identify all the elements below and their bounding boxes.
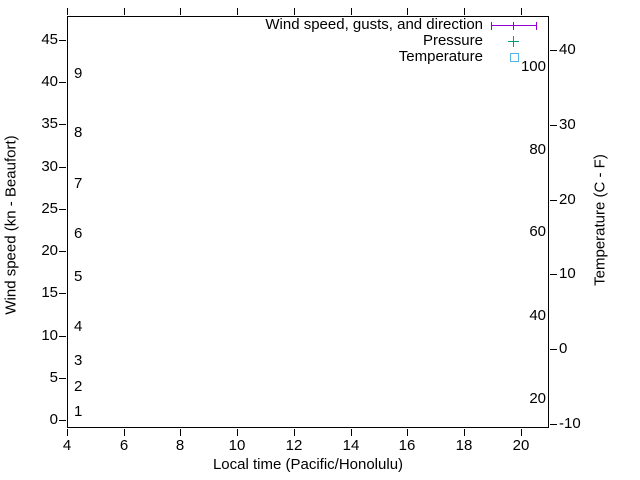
x2-tick-mark xyxy=(294,8,295,15)
fahrenheit-scale-label: 80 xyxy=(529,141,546,158)
x-tick-label: 18 xyxy=(455,437,473,454)
y2-tick-mark xyxy=(550,50,557,51)
y2-tick-mark xyxy=(550,349,557,350)
y-tick-label: 30 xyxy=(41,158,58,175)
x-tick-label: 14 xyxy=(342,437,360,454)
legend-item-temperature: Temperature xyxy=(399,49,537,65)
y2-tick-mark xyxy=(550,424,557,425)
y-tick-label: 40 xyxy=(41,73,58,90)
beaufort-scale-label: 5 xyxy=(74,268,83,285)
y-tick-label: 35 xyxy=(41,115,58,132)
y-tick-mark xyxy=(59,124,66,125)
fahrenheit-scale-label: 20 xyxy=(529,390,546,407)
beaufort-scale-label: 8 xyxy=(74,124,83,141)
y-tick-mark xyxy=(59,82,66,83)
beaufort-scale-label: 1 xyxy=(74,403,83,420)
x2-tick-mark xyxy=(237,8,238,15)
x2-tick-mark xyxy=(351,8,352,15)
y-tick-mark xyxy=(59,378,66,379)
y-tick-label: 20 xyxy=(41,242,58,259)
x2-tick-mark xyxy=(180,8,181,15)
y2-tick-mark xyxy=(550,274,557,275)
x-tick-mark xyxy=(237,429,238,436)
x2-tick-mark xyxy=(464,8,465,15)
y-tick-mark xyxy=(59,336,66,337)
x-tick-mark xyxy=(124,429,125,436)
y2-tick-label: 40 xyxy=(559,41,576,58)
x-tick-mark xyxy=(521,429,522,436)
x2-tick-mark xyxy=(521,8,522,15)
beaufort-scale-label: 4 xyxy=(74,318,83,335)
x-tick-label: 4 xyxy=(62,437,72,454)
y-tick-label: 15 xyxy=(41,284,58,301)
legend-label-pressure: Pressure xyxy=(422,32,483,49)
plot-area xyxy=(67,16,549,428)
y-tick-label: 45 xyxy=(41,31,58,48)
y-tick-mark xyxy=(59,293,66,294)
x-tick-mark xyxy=(464,429,465,436)
legend-item-pressure: Pressure xyxy=(423,33,537,49)
legend-label-wind: Wind speed, gusts, and direction xyxy=(265,16,483,33)
y-axis-label-right: Temperature (C - F) xyxy=(591,154,609,286)
y-tick-mark xyxy=(59,420,66,421)
pressure-plus-marker-icon xyxy=(491,35,537,47)
legend-item-wind: Wind speed, gusts, and direction xyxy=(265,17,537,33)
y-tick-label: 5 xyxy=(49,369,58,386)
fahrenheit-scale-label: 40 xyxy=(529,307,546,324)
y-axis-label-left: Wind speed (kn - Beaufort) xyxy=(2,135,20,315)
x2-tick-mark xyxy=(67,8,68,15)
x2-tick-mark xyxy=(124,8,125,15)
y-tick-label: 0 xyxy=(49,411,58,428)
y2-tick-mark xyxy=(550,125,557,126)
y-tick-mark xyxy=(59,209,66,210)
fahrenheit-scale-label: 60 xyxy=(529,223,546,240)
x-tick-mark xyxy=(294,429,295,436)
beaufort-scale-label: 3 xyxy=(74,352,83,369)
y-tick-label: 25 xyxy=(41,200,58,217)
beaufort-scale-label: 6 xyxy=(74,225,83,242)
y2-tick-mark xyxy=(550,200,557,201)
x-tick-mark xyxy=(407,429,408,436)
y2-tick-label: 30 xyxy=(559,116,576,133)
beaufort-scale-label: 2 xyxy=(74,378,83,395)
x-axis-label: Local time (Pacific/Honolulu) xyxy=(212,456,404,473)
legend-label-temperature: Temperature xyxy=(398,48,483,65)
wind-errorbar-marker-icon xyxy=(491,20,537,31)
x-tick-label: 6 xyxy=(119,437,129,454)
x2-tick-mark xyxy=(407,8,408,15)
y-tick-mark xyxy=(59,167,66,168)
legend: Wind speed, gusts, and direction Pressur… xyxy=(265,17,537,65)
x-tick-mark xyxy=(67,429,68,436)
y-tick-mark xyxy=(59,40,66,41)
x-tick-label: 12 xyxy=(285,437,303,454)
temperature-square-marker-icon xyxy=(491,52,537,63)
x-tick-label: 8 xyxy=(175,437,185,454)
beaufort-scale-label: 7 xyxy=(74,175,83,192)
y2-tick-label: 20 xyxy=(559,191,576,208)
y-tick-mark xyxy=(59,251,66,252)
x-tick-label: 16 xyxy=(398,437,416,454)
y2-tick-label: 0 xyxy=(559,340,568,357)
y2-tick-label: 10 xyxy=(559,265,576,282)
beaufort-scale-label: 9 xyxy=(74,65,83,82)
fahrenheit-scale-label: 100 xyxy=(520,58,546,75)
x-tick-label: 20 xyxy=(512,437,530,454)
x-tick-mark xyxy=(180,429,181,436)
y2-tick-label: -10 xyxy=(559,415,581,432)
y-tick-label: 10 xyxy=(41,327,58,344)
x-tick-label: 10 xyxy=(228,437,246,454)
x-tick-mark xyxy=(351,429,352,436)
